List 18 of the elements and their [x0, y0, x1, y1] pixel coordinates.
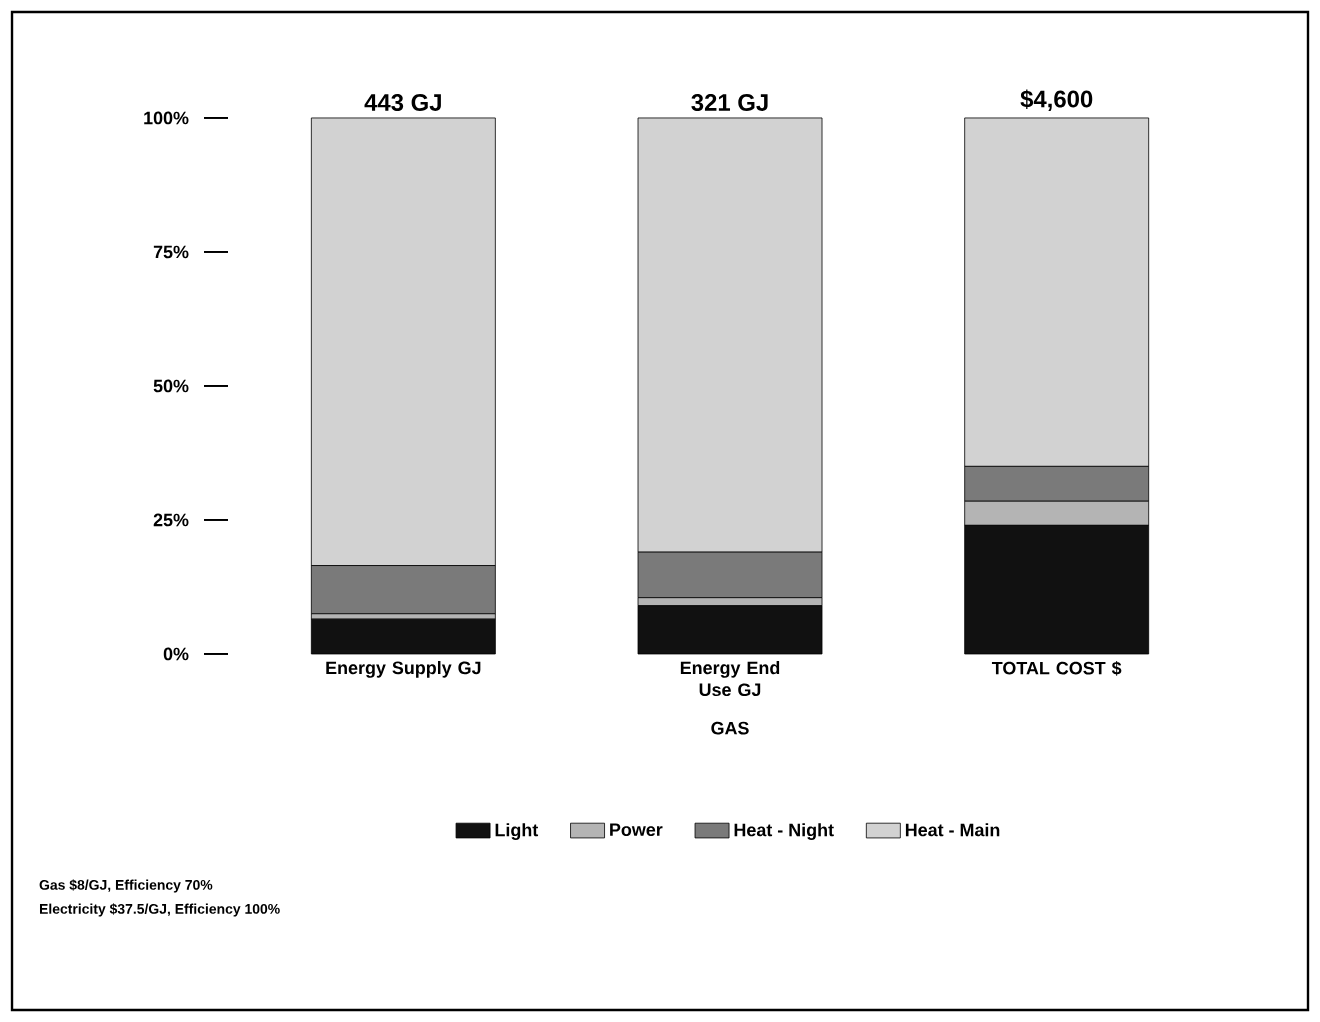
- legend-label: Heat - Night: [734, 823, 834, 840]
- x-tick-label: Energy End Use GJ: [680, 661, 780, 697]
- x-axis-title: GAS: [711, 721, 749, 735]
- annotation: 321 GJ: [691, 93, 768, 111]
- x-tick-label: TOTAL COST $: [991, 661, 1122, 676]
- annotation: $4,600: [1020, 89, 1093, 111]
- bar: [310, 618, 496, 655]
- y-tick-label: 0%: [163, 647, 189, 661]
- legend-label: Heat - Main: [905, 823, 1000, 837]
- y-tick-label: 25%: [153, 513, 189, 527]
- y-tick-label: 75%: [153, 245, 189, 259]
- bar: [637, 605, 823, 655]
- annotation: 443 GJ: [364, 93, 441, 111]
- y-tick-label: 100%: [144, 111, 189, 125]
- legend-label: Light: [495, 823, 539, 840]
- legend-label: Power: [610, 823, 663, 836]
- y-tick-label: 50%: [153, 379, 189, 393]
- x-tick-label: Energy Supply GJ: [326, 661, 481, 678]
